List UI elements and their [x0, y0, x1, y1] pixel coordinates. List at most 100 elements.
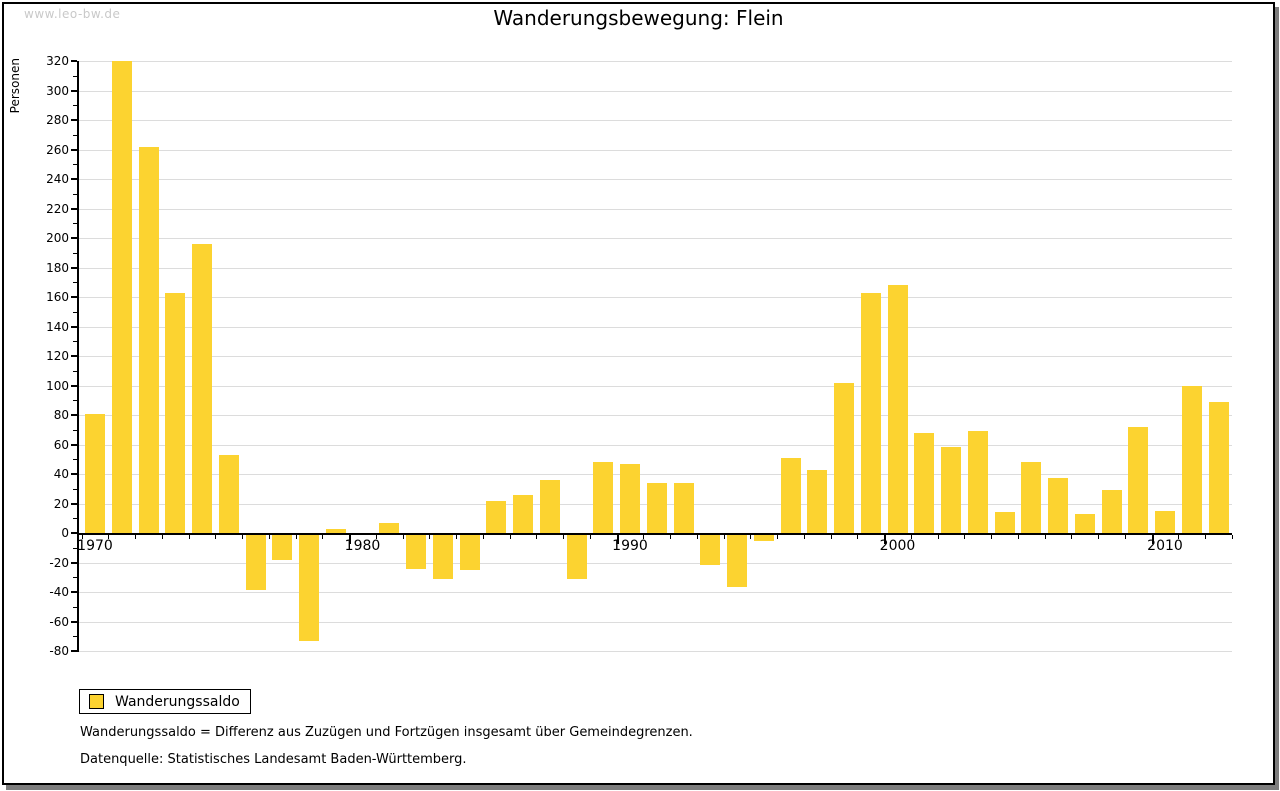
- plot-area: -80 -60 -40 -20 0 20 40 60 80 100 120 140 160 180 200 2…: [46, 54, 1233, 658]
- bar-2004: [994, 512, 1015, 533]
- x-tick: [750, 535, 752, 539]
- bar-1978: [299, 535, 319, 642]
- y-tick-label: 40: [53, 467, 69, 481]
- gridline: [79, 651, 1232, 652]
- bar-1999: [860, 292, 881, 533]
- bar-1977: [272, 535, 293, 561]
- x-tick: [456, 535, 458, 539]
- legend: Wanderungssaldo: [79, 689, 251, 714]
- y-tick-major: [71, 148, 77, 151]
- y-tick-label: 100: [46, 378, 69, 393]
- x-tick: [81, 535, 83, 539]
- y-tick-major: [71, 355, 77, 357]
- x-tick-label: 1990: [612, 538, 648, 554]
- y-tick-label: 140: [46, 319, 69, 334]
- x-tick: [830, 535, 832, 539]
- y-axis-title: Personen: [8, 58, 22, 114]
- bar-1982: [406, 535, 426, 569]
- y-tick-major: [71, 591, 77, 593]
- x-tick: [670, 535, 672, 539]
- x-tick-decade: [1151, 535, 1154, 544]
- x-tick: [563, 535, 565, 539]
- bar-1973: [165, 292, 186, 533]
- bar-1993: [700, 535, 721, 565]
- y-tick-label: 300: [46, 83, 69, 98]
- bar-1986: [513, 494, 533, 533]
- x-tick: [215, 535, 217, 539]
- x-tick: [429, 535, 431, 539]
- bar-2009: [1128, 426, 1149, 533]
- bar-1990: [620, 463, 640, 533]
- y-tick-major: [71, 620, 77, 623]
- x-tick: [402, 535, 404, 539]
- y-tick-major: [71, 237, 77, 239]
- y-tick-label: 160: [46, 290, 69, 304]
- y-tick-major: [71, 443, 77, 446]
- bar-1988: [566, 535, 587, 580]
- y-tick-minor: [73, 252, 77, 254]
- bar-1976: [245, 535, 266, 590]
- bar-1998: [834, 382, 854, 533]
- x-tick-label: 2000: [879, 538, 916, 554]
- y-tick-minor: [73, 636, 77, 638]
- legend-label: Wanderungssaldo: [115, 693, 240, 710]
- y-tick-minor: [73, 370, 77, 372]
- y-tick-minor: [73, 164, 77, 166]
- bar-2011: [1181, 385, 1202, 533]
- y-tick-minor: [73, 488, 77, 490]
- watermark: www.leo-bw.de: [24, 7, 121, 21]
- bar-2000: [887, 285, 908, 533]
- gridline: [79, 444, 1232, 446]
- bar-1996: [780, 457, 801, 533]
- legend-swatch-icon: [89, 694, 104, 709]
- y-tick-minor: [73, 518, 77, 520]
- gridline: [79, 149, 1232, 151]
- x-tick-decade: [349, 535, 352, 544]
- y-tick-label: 220: [46, 201, 69, 216]
- gridline: [79, 267, 1232, 269]
- bar-1970: [85, 413, 105, 533]
- y-tick-major: [71, 650, 77, 652]
- bar-1992: [673, 482, 694, 533]
- y-tick-major: [71, 119, 77, 121]
- bar-2010: [1155, 510, 1175, 533]
- bar-1995: [753, 535, 774, 541]
- y-tick-minor: [73, 105, 77, 107]
- x-tick: [108, 535, 110, 539]
- x-tick: [643, 535, 645, 539]
- x-tick: [937, 535, 939, 539]
- x-tick: [135, 535, 137, 539]
- y-tick-minor: [73, 311, 77, 313]
- y-tick-minor: [73, 193, 77, 195]
- y-tick-label: 60: [53, 437, 69, 452]
- x-tick: [1044, 535, 1046, 539]
- gridline: [79, 120, 1232, 121]
- x-tick: [188, 535, 190, 539]
- x-tick-label: 1970: [77, 538, 113, 554]
- gridline: [79, 179, 1232, 180]
- x-tick: [589, 535, 591, 539]
- y-tick-label: -80: [49, 644, 69, 658]
- x-tick: [509, 535, 511, 539]
- gridline: [79, 326, 1232, 328]
- bar-2003: [967, 431, 988, 533]
- footnote-source: Datenquelle: Statistisches Landesamt Bad…: [80, 752, 467, 767]
- x-tick: [803, 535, 805, 539]
- bar-1991: [646, 482, 667, 533]
- y-tick-label: -40: [49, 585, 69, 599]
- y-tick-label: 120: [46, 349, 69, 363]
- x-tick: [161, 535, 163, 539]
- gridline: [79, 90, 1232, 92]
- bar-1985: [486, 500, 507, 533]
- x-tick: [1017, 535, 1019, 539]
- x-tick: [375, 535, 377, 539]
- x-tick-label: 2010: [1147, 538, 1183, 554]
- bar-1984: [459, 535, 480, 571]
- bar-2008: [1101, 490, 1122, 533]
- y-tick-label: 200: [46, 231, 69, 245]
- gridline: [79, 297, 1232, 298]
- gridline: [79, 474, 1232, 475]
- x-tick: [696, 535, 698, 539]
- gridline: [79, 562, 1232, 564]
- bar-1972: [138, 146, 159, 533]
